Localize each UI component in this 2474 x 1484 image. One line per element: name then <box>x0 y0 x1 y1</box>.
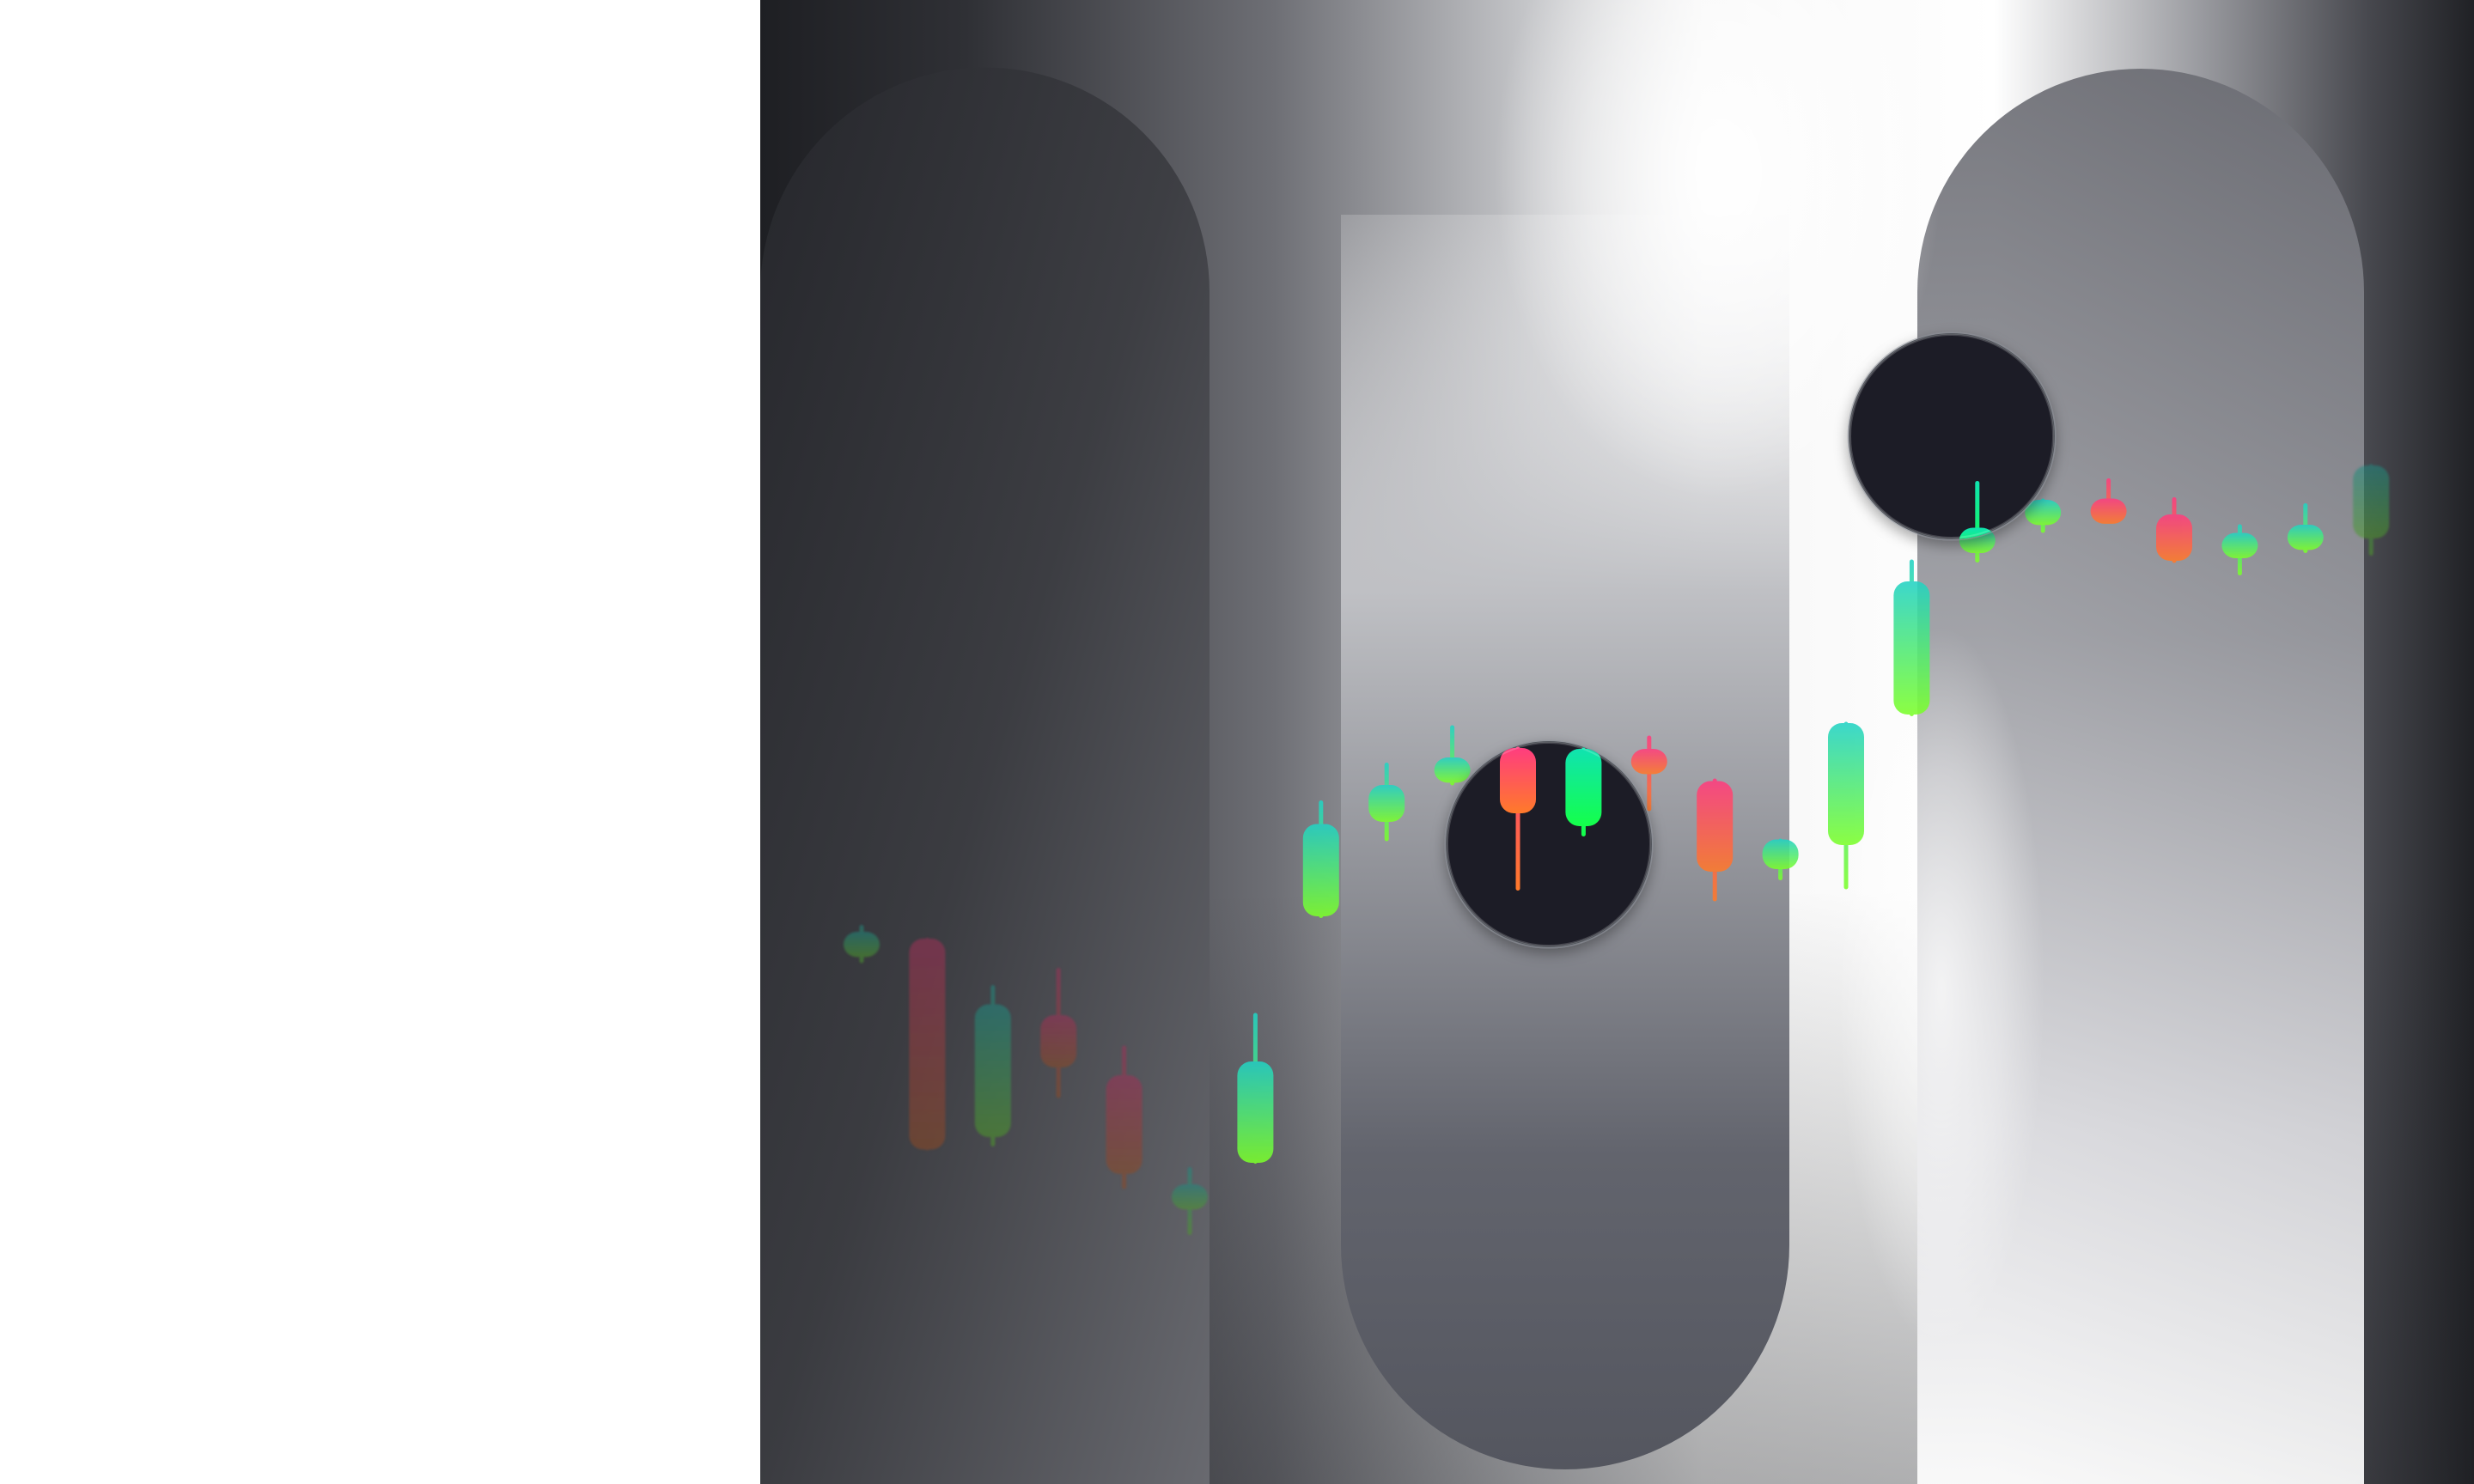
candle-body <box>1368 785 1405 822</box>
candle-7 <box>1237 1013 1274 1164</box>
lens-disc <box>1847 331 2057 541</box>
candle-body <box>2090 498 2127 524</box>
candle-20 <box>2090 478 2127 524</box>
candle-5 <box>1106 1045 1143 1189</box>
candle-body <box>2156 514 2192 561</box>
candle-body <box>1040 1015 1077 1067</box>
candle-body <box>1630 749 1667 775</box>
background-layer <box>760 0 2474 1484</box>
lens-rim <box>1447 742 1651 946</box>
candle-body <box>1237 1061 1274 1163</box>
candle-body <box>2287 525 2324 550</box>
pillar-left <box>760 67 1210 1484</box>
candle-body <box>1302 824 1339 916</box>
candle-24 <box>2353 464 2390 556</box>
candle-13 <box>1630 735 1667 812</box>
candle-body <box>1828 723 1864 845</box>
candle-22 <box>2221 524 2258 575</box>
candle-12 <box>1565 747 1602 836</box>
candle-body <box>2353 465 2390 538</box>
candle-4 <box>1040 968 1077 1098</box>
candle-19 <box>2025 498 2062 533</box>
candle-14 <box>1697 778 1734 902</box>
candle-10 <box>1434 725 1471 786</box>
candle-15 <box>1762 838 1799 880</box>
lens-rim <box>1849 334 2054 538</box>
candle-8 <box>1302 800 1339 918</box>
candle-21 <box>2156 497 2192 563</box>
lens-lower <box>1444 739 1654 949</box>
lens-content <box>1500 746 1602 891</box>
magnifier-lenses <box>1444 331 2057 949</box>
candle-body <box>1762 839 1799 869</box>
candle-9 <box>1368 763 1405 842</box>
candle-body <box>1893 581 1930 715</box>
candle-6 <box>1172 1167 1208 1235</box>
candle-1 <box>844 925 880 964</box>
candle-wick <box>1975 481 1980 539</box>
candle-body <box>1697 781 1734 872</box>
candle-body <box>2221 532 2258 558</box>
candle-body <box>1500 748 1536 813</box>
candle-11 <box>1500 746 1536 891</box>
candle-body <box>844 932 880 958</box>
light-glow-center <box>1495 0 1941 498</box>
candle-2 <box>909 938 946 1151</box>
candle-3 <box>974 985 1011 1146</box>
candle-16 <box>1828 721 1864 890</box>
lens-upper <box>1847 331 2057 541</box>
candle-body <box>1565 749 1602 826</box>
candle-body <box>909 939 946 1150</box>
light-glow-right <box>1838 627 2044 1348</box>
candle-body <box>2025 500 2062 526</box>
candle-body <box>1172 1184 1208 1210</box>
candle-17 <box>1893 559 1930 716</box>
candle-body <box>974 1004 1011 1137</box>
candle-body <box>1106 1075 1143 1174</box>
candle-23 <box>2287 503 2324 553</box>
candle-body <box>1434 757 1471 783</box>
